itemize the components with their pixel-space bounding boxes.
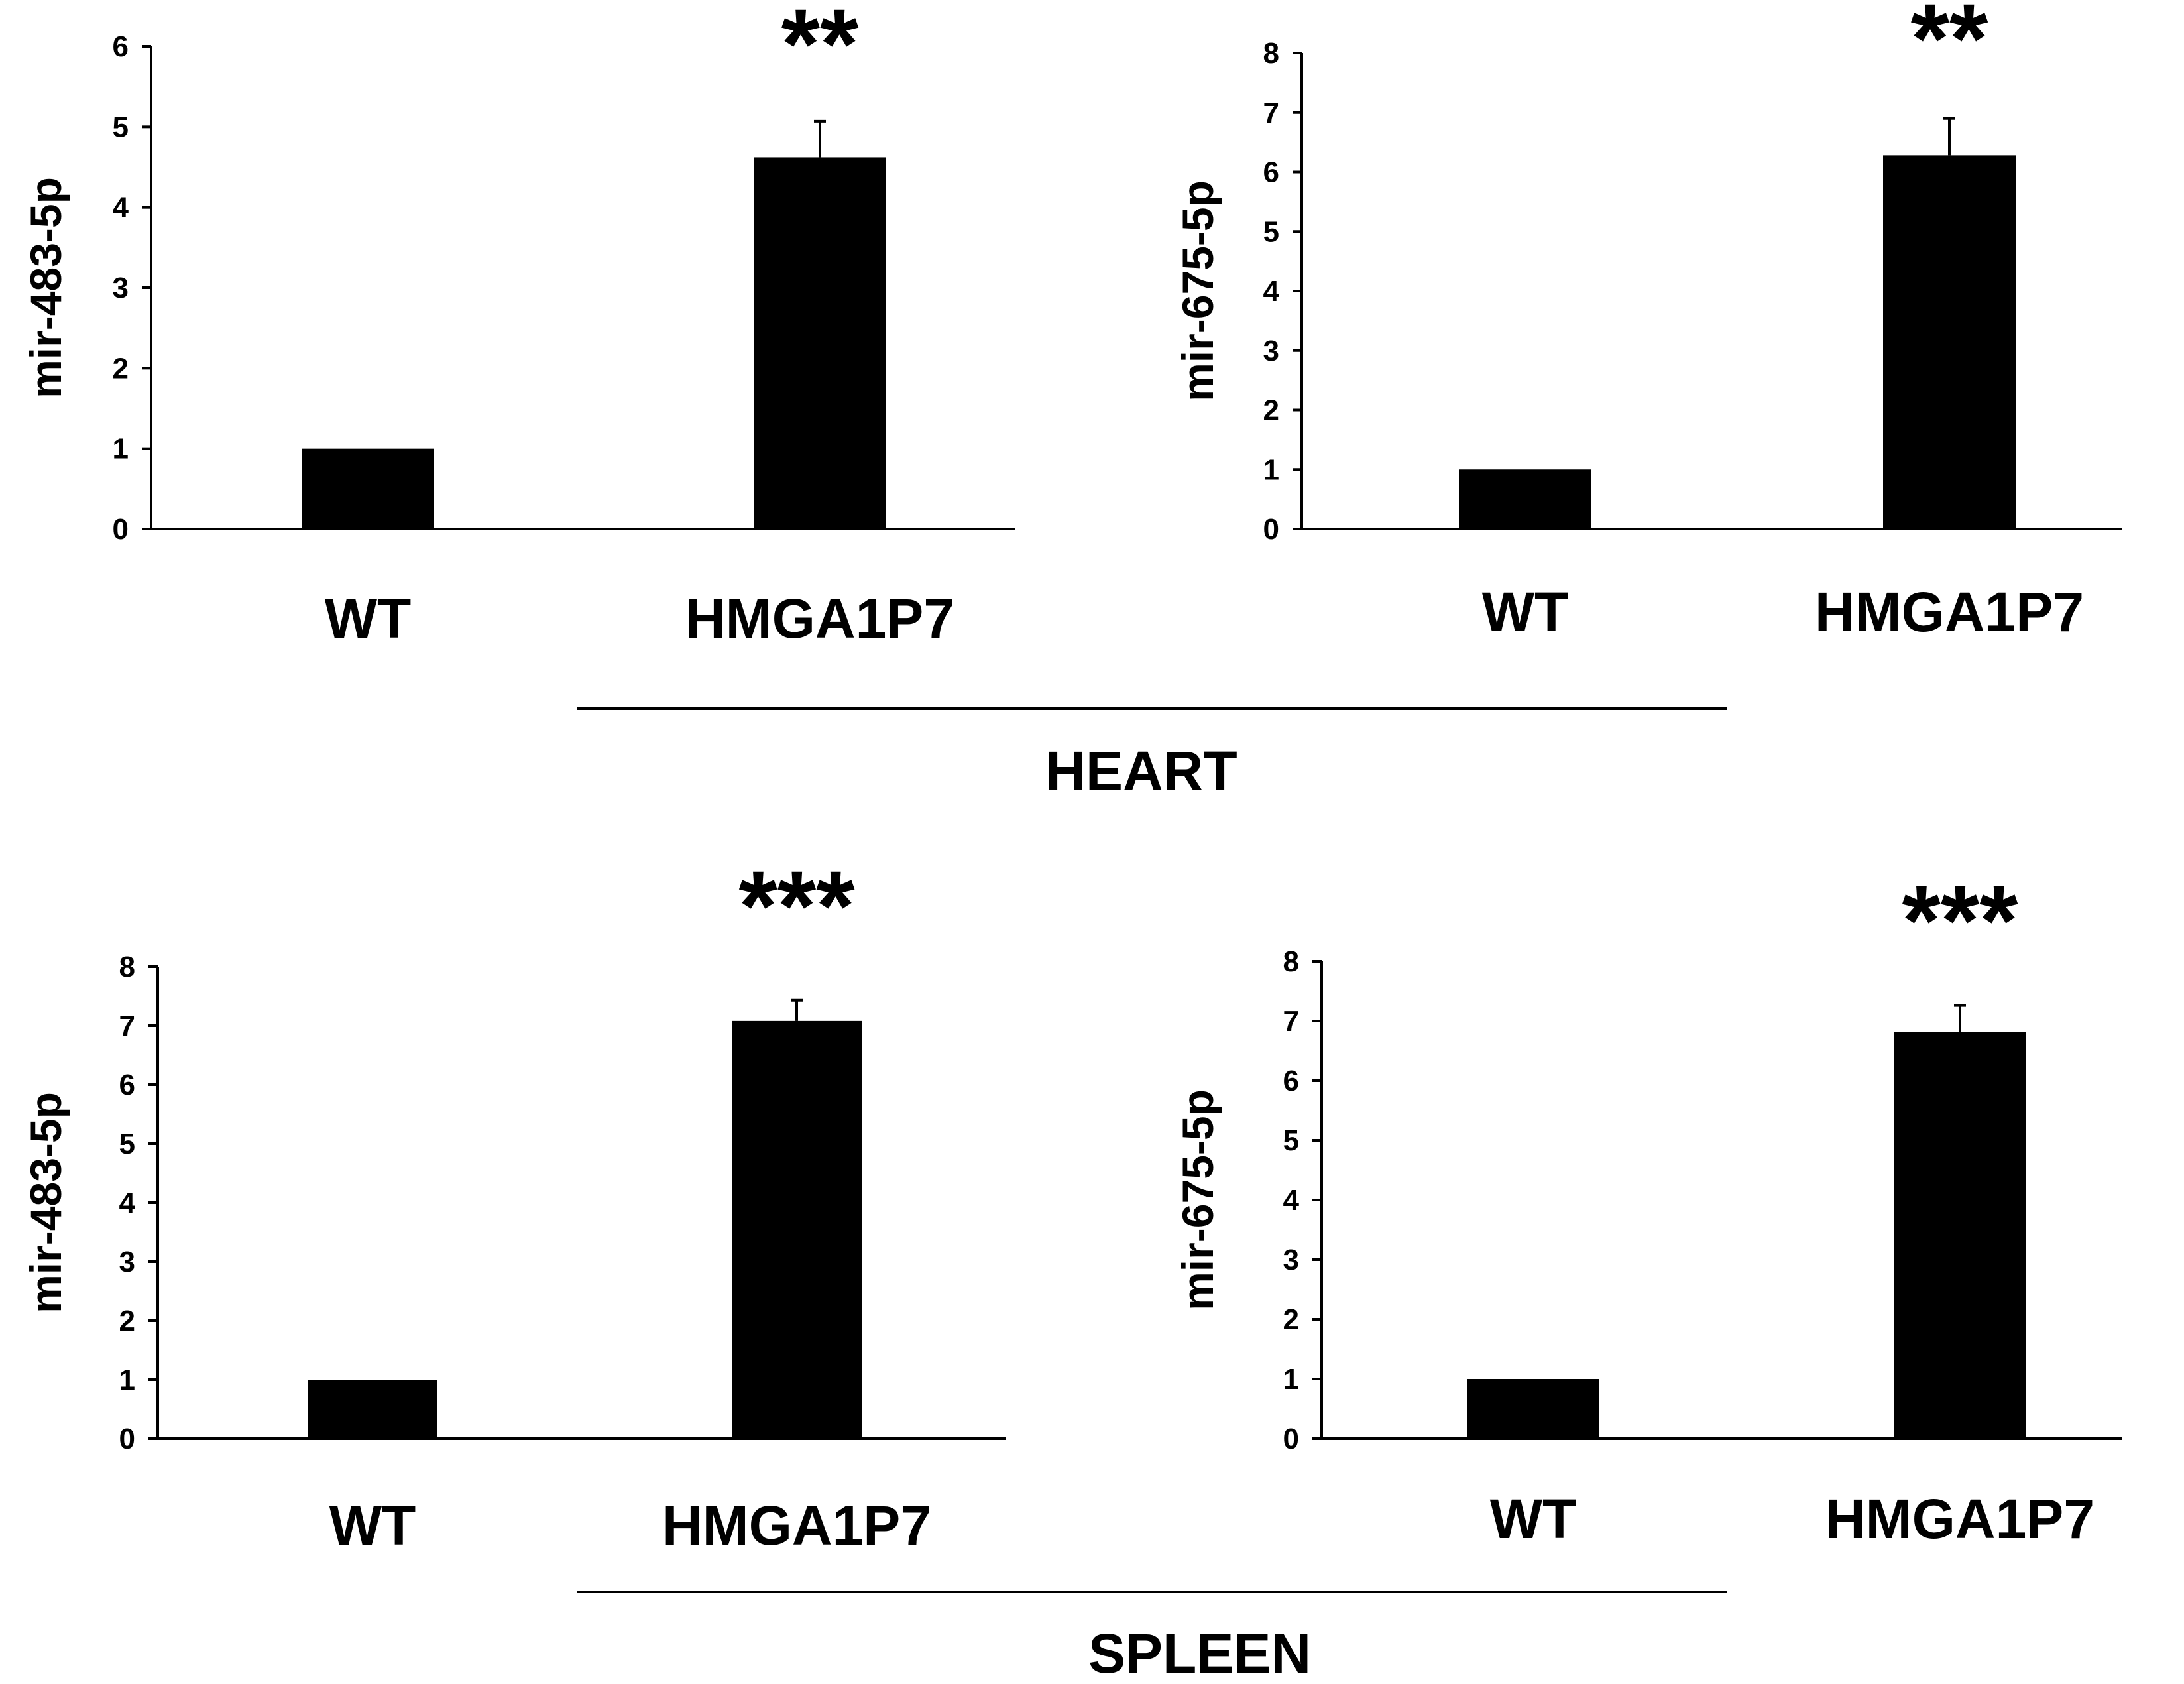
chart2-y-tick-label: 4: [1263, 275, 1280, 308]
chart1-significance-marker: **: [781, 0, 859, 99]
chart4-bar-wt: [1467, 1379, 1599, 1439]
figure: HEART SPLEEN 0 1 2 3 4 5 6 mir-483-5p WT ** HMGA1P…: [0, 0, 2184, 1684]
chart3-y-tick-label: 3: [119, 1246, 135, 1278]
chart2-significance-marker: **: [1911, 0, 1988, 94]
chart3-bar-hmga1p7: [732, 1021, 862, 1439]
chart2-y-tick-label: 2: [1263, 394, 1279, 427]
chart2-category-label: WT: [1482, 581, 1569, 643]
chart1-y-tick-label: 4: [113, 192, 129, 224]
chart1-y-tick-label: 6: [113, 30, 129, 63]
chart4-y-tick-label: 0: [1283, 1423, 1299, 1455]
chart2-y-tick-label: 3: [1263, 335, 1279, 367]
spleen-group-label: SPLEEN: [1088, 1622, 1311, 1684]
chart1-category-label: HMGA1P7: [685, 587, 954, 650]
chart2-y-tick-label: 7: [1263, 97, 1279, 129]
chart4-y-tick-label: 2: [1283, 1303, 1299, 1336]
chart1-bar-hmga1p7: [754, 157, 886, 529]
chart3-significance-marker: ***: [738, 850, 855, 961]
chart4-y-axis-label: mir-675-5p: [1173, 1089, 1222, 1311]
chart1-y-axis-label: mir-483-5p: [21, 177, 70, 398]
chart3-y-tick-label: 8: [119, 951, 135, 983]
chart4-y-tick-label: 6: [1283, 1065, 1299, 1097]
chart3-category-label: HMGA1P7: [662, 1494, 931, 1557]
chart2-y-axis-label: mir-675-5p: [1173, 180, 1222, 402]
chart4-y-tick-label: 8: [1283, 945, 1299, 978]
chart4-category-label: HMGA1P7: [1825, 1488, 2095, 1550]
chart3-category-label: WT: [329, 1494, 416, 1557]
chart3-y-axis-label: mir-483-5p: [21, 1092, 70, 1313]
chart3-y-tick-label: 5: [119, 1128, 135, 1160]
chart1-y-tick-label: 5: [113, 111, 129, 143]
chart4-significance-marker: ***: [1902, 865, 2018, 976]
chart4-y-tick-label: 5: [1283, 1124, 1299, 1157]
chart3-y-tick-label: 2: [119, 1305, 135, 1337]
chart2-y-tick-label: 1: [1263, 453, 1279, 486]
chart2-y-tick-label: 5: [1263, 215, 1279, 248]
chart3-y-tick-label: 6: [119, 1069, 135, 1101]
chart4-bar-hmga1p7: [1894, 1032, 2026, 1439]
chart4-category-label: WT: [1490, 1488, 1577, 1550]
chart3-bar-wt: [308, 1380, 437, 1439]
chart2-bar-hmga1p7: [1883, 155, 2016, 529]
chart4-y-tick-label: 7: [1283, 1005, 1299, 1038]
chart2-category-label: HMGA1P7: [1815, 581, 2084, 643]
chart1-y-tick-label: 3: [113, 272, 129, 304]
chart1-y-tick-label: 2: [113, 352, 129, 385]
chart2-bar-wt: [1459, 469, 1591, 529]
heart-group-label: HEART: [1045, 740, 1237, 802]
chart4-y-tick-label: 3: [1283, 1244, 1299, 1276]
chart3-y-tick-label: 0: [119, 1423, 135, 1455]
chart2-y-tick-label: 8: [1263, 37, 1279, 70]
chart2-y-tick-label: 0: [1263, 513, 1279, 546]
chart1-bar-wt: [302, 449, 434, 529]
chart3-y-tick-label: 4: [119, 1187, 136, 1219]
chart2-y-tick-label: 6: [1263, 156, 1279, 189]
chart4-y-tick-label: 4: [1283, 1184, 1300, 1217]
chart3-y-tick-label: 1: [119, 1364, 135, 1396]
chart4-y-tick-label: 1: [1283, 1363, 1299, 1396]
chart1-y-tick-label: 0: [113, 513, 129, 546]
chart3-y-tick-label: 7: [119, 1010, 135, 1042]
chart1-category-label: WT: [325, 587, 412, 650]
chart1-y-tick-label: 1: [113, 433, 129, 465]
